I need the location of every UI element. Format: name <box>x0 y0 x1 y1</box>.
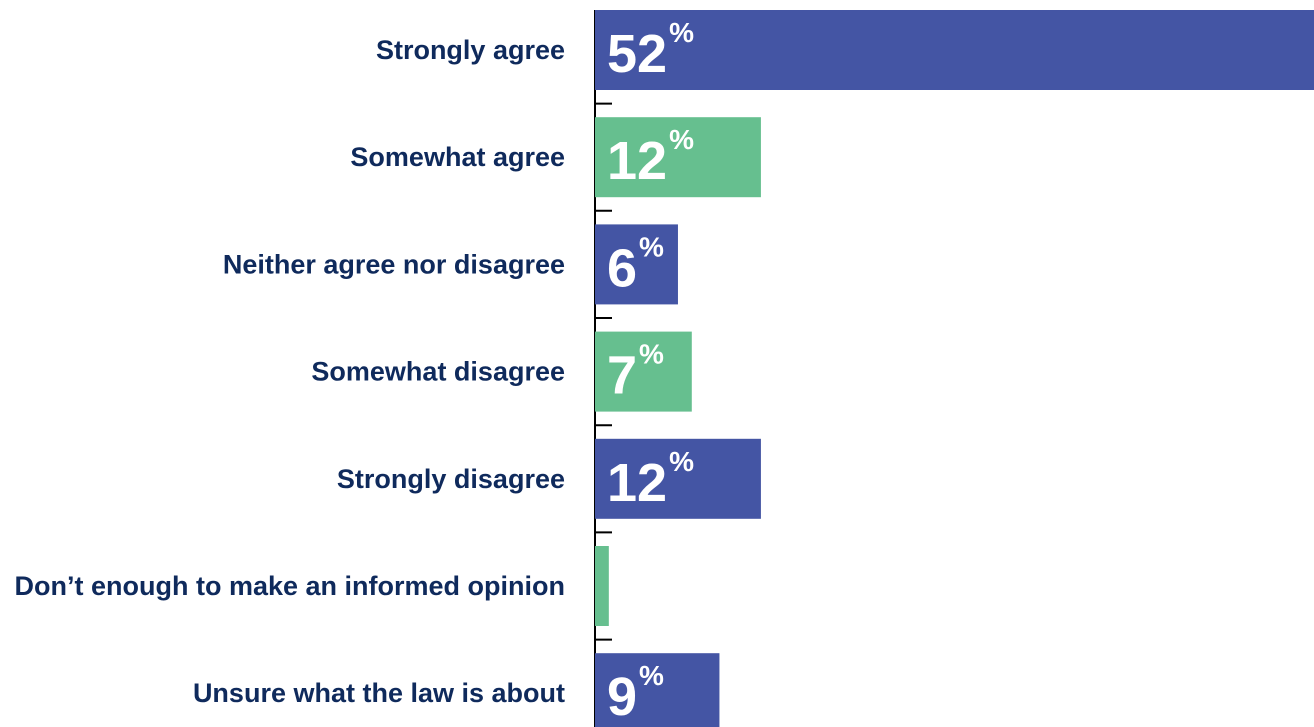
category-labels: Strongly agree Somewhat agree Neither agre… <box>15 35 565 708</box>
value-label: 6% <box>607 231 664 298</box>
bar <box>595 117 761 198</box>
value-number: 6 <box>607 238 637 298</box>
value-number: 9 <box>607 667 637 727</box>
category-label: Somewhat agree <box>350 142 565 172</box>
category-label: Strongly agree <box>376 35 565 65</box>
value-label: 1% <box>607 553 664 620</box>
category-label: Neither agree nor disagree <box>223 249 565 279</box>
value-number: 52 <box>607 24 667 84</box>
bars <box>595 10 1314 727</box>
value-label: 12% <box>607 446 694 513</box>
bar <box>595 331 692 412</box>
bar <box>595 224 678 305</box>
category-label: Don’t enough to make an informed opinion <box>15 571 565 601</box>
value-label: 9% <box>607 660 664 727</box>
category-label: Strongly disagree <box>337 464 565 494</box>
bar <box>595 653 720 727</box>
value-percent: % <box>669 446 694 477</box>
value-label: 7% <box>607 339 664 406</box>
value-percent: % <box>669 17 694 48</box>
category-label: Unsure what the law is about <box>193 678 565 708</box>
value-number: 12 <box>607 131 667 191</box>
value-label: 52% <box>607 17 694 84</box>
value-number: 1 <box>607 560 637 620</box>
bar <box>595 10 1314 90</box>
value-percent: % <box>639 231 664 262</box>
bar <box>595 438 761 519</box>
value-number: 12 <box>607 453 667 513</box>
value-percent: % <box>639 660 664 691</box>
value-percent: % <box>639 553 664 584</box>
value-number: 7 <box>607 346 637 406</box>
value-label: 12% <box>607 124 694 191</box>
category-label: Somewhat disagree <box>311 357 565 387</box>
value-labels: 52%12%6%7%12%1%9% <box>607 17 694 727</box>
value-percent: % <box>639 339 664 370</box>
value-percent: % <box>669 124 694 155</box>
bar <box>595 546 609 626</box>
